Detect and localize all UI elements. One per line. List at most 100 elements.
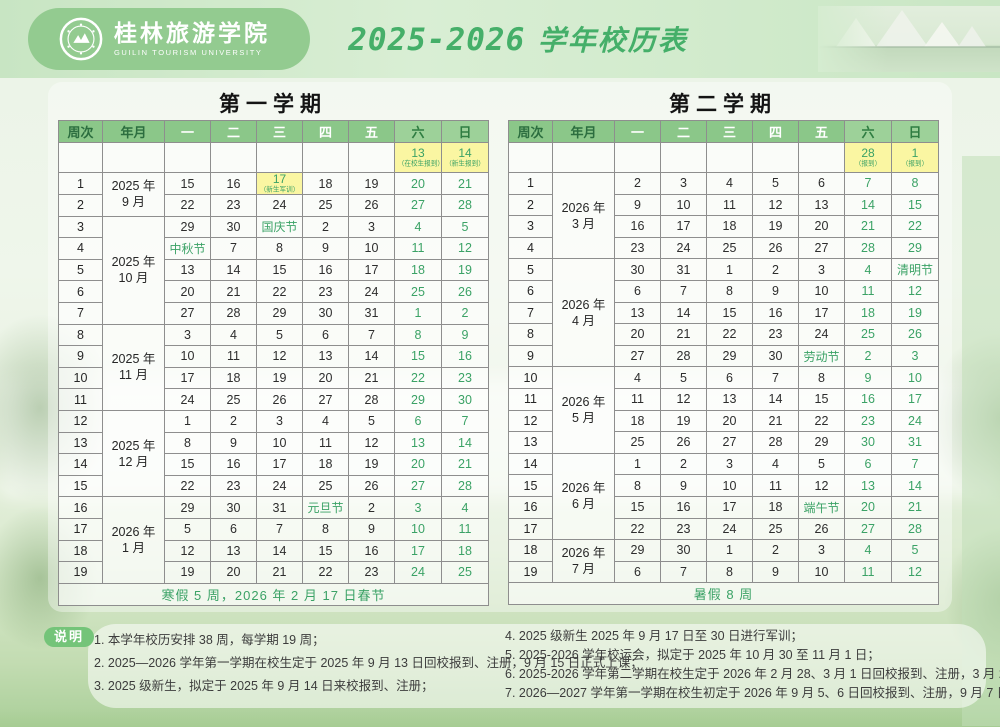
calendar-day-cell: 12: [164, 539, 211, 563]
calendar-day-cell: 1: [394, 301, 442, 325]
calendar-day-cell: 16: [210, 453, 257, 476]
day-header: 五: [798, 120, 845, 143]
calendar-day-cell: 23: [844, 409, 892, 433]
calendar-day-cell: 12: [798, 474, 845, 497]
calendar-day-cell: 5: [164, 517, 211, 541]
calendar-day-cell: 4: [302, 409, 349, 433]
week-number-cell: 17: [508, 517, 553, 541]
calendar-day-cell: 28: [891, 517, 939, 541]
table-header-row: 周次 年月一二三四五六日: [508, 120, 939, 143]
calendar-day-cell: 29: [798, 431, 845, 454]
calendar-day-cell: 15: [164, 453, 211, 476]
festival-label: 劳动节: [803, 349, 840, 364]
calendar-day-cell: 25: [210, 388, 257, 411]
calendar-day-cell: 29: [164, 215, 211, 239]
calendar-day-cell: 4: [441, 496, 489, 519]
calendar-day-cell: 27: [844, 517, 892, 541]
festival-label: 国庆节: [261, 220, 298, 235]
week-number-cell: 10: [58, 366, 103, 390]
calendar-day-cell: 1: [706, 258, 753, 281]
calendar-day-cell: 22: [798, 409, 845, 433]
calendar-day-cell: 9: [441, 323, 489, 347]
calendar-day-cell: 17: [256, 453, 303, 476]
calendar-day-cell: 12: [441, 237, 489, 260]
calendar-day-cell: 9: [614, 193, 661, 217]
week-number-cell: 15: [508, 474, 553, 497]
calendar-day-cell: 5: [660, 366, 707, 389]
week-number-cell: 7: [58, 301, 103, 325]
calendar-week-row: 7 27 28 29 30 31 1 2: [58, 301, 489, 325]
week-column-header: 周次: [508, 120, 553, 143]
calendar-day-cell: 18: [844, 301, 892, 325]
calendar-day-cell: 6: [844, 452, 892, 476]
calendar-day-cell: 24: [394, 561, 442, 584]
calendar-day-cell: 11: [706, 193, 753, 217]
semester2-title: 第二学期: [669, 92, 777, 116]
day-header: 一: [164, 120, 211, 143]
week-number-cell: 13: [58, 431, 103, 455]
calendar-day-cell: 28: [348, 388, 395, 411]
calendar-day-cell: 5: [752, 172, 799, 195]
calendar-day-cell: 21: [660, 323, 707, 346]
calendar-day-cell: 22: [891, 215, 939, 238]
calendar-day-cell: 31: [348, 301, 395, 325]
month-column-header: 年月: [552, 120, 615, 143]
calendar-day-cell: 24: [660, 236, 707, 260]
calendar-day-cell: 14: [441, 431, 489, 455]
calendar-day-cell: 30: [210, 496, 257, 519]
calendar-day-cell: 23: [302, 280, 349, 303]
week-number-cell: 12: [508, 409, 553, 433]
calendar-day-cell: [752, 142, 799, 173]
calendar-day-cell: 2: [752, 539, 799, 562]
calendar-day-cell: 31: [891, 431, 939, 454]
day-header: 二: [210, 120, 257, 143]
note-line: 4. 2025 级新生 2025 年 9 月 17 日至 30 日进行军训；: [505, 629, 804, 643]
calendar-day-cell: 28: [660, 344, 707, 368]
week-number-cell: 6: [58, 280, 103, 303]
calendar-day-cell: 2: [441, 301, 489, 325]
calendar-day-cell: 27: [706, 431, 753, 454]
festival-label: 中秋节: [169, 241, 206, 256]
header-banner: 桂林旅游学院 GUILIN TOURISM UNIVERSITY 2025-20…: [0, 0, 1000, 78]
calendar-day-cell: 7: [660, 279, 707, 303]
page-title-years: 2025-2026: [348, 22, 526, 58]
calendar-day-cell: 30: [752, 344, 799, 368]
note-line: 7. 2026—2027 学年第一学期在校生初定于 2026 年 9 月 5、6…: [505, 686, 1000, 700]
calendar-day-cell: 18: [706, 215, 753, 238]
calendar-day-cell: 26: [348, 474, 395, 498]
calendar-week-row: 15 8 9 10 11 12 13 14: [508, 474, 939, 497]
festival-label: 清明节: [896, 263, 933, 278]
calendar-day-cell: 6: [302, 323, 349, 347]
calendar-day-cell: 4: [706, 172, 753, 195]
calendar-day-cell: 25: [441, 561, 489, 584]
note-line: 1. 本学年校历安排 38 周，每学期 19 周；: [94, 633, 325, 647]
calendar-day-cell: 27: [164, 301, 211, 325]
calendar-day-cell: 14: [256, 539, 303, 563]
calendar-day-cell: 24: [256, 474, 303, 498]
calendar-day-cell: 10: [348, 237, 395, 260]
calendar-week-row: 4 中秋节 7 8 9 10 11 12: [58, 237, 489, 260]
calendar-day-cell: 3: [891, 344, 939, 368]
calendar-day-cell: 2: [210, 409, 257, 433]
week-number-cell: 19: [58, 561, 103, 584]
calendar-day-cell: 26: [660, 431, 707, 454]
calendar-day-cell: 25: [614, 431, 661, 454]
calendar-day-cell: 3: [348, 215, 395, 239]
calendar-day-cell: 16: [660, 495, 707, 519]
calendar-day-cell: [256, 142, 303, 173]
day-header: 三: [256, 120, 303, 143]
calendar-day-cell: 7: [891, 452, 939, 476]
calendar-day-cell: 14: [752, 387, 799, 411]
calendar-day-cell: 18: [302, 453, 349, 476]
calendar-week-row: 16 15 16 17 18 端午节 20 21: [508, 495, 939, 519]
calendar-day-cell: 5: [348, 409, 395, 433]
calendar-week-row: 11 24 25 26 27 28 29 30: [58, 388, 489, 411]
calendar-day-cell: 8: [256, 237, 303, 260]
calendar-week-row: 5 13 14 15 16 17 18 19: [58, 258, 489, 282]
day-header: 日: [441, 120, 489, 143]
calendar-day-cell: 13: [394, 431, 442, 455]
week-number-cell: 3: [58, 215, 103, 239]
background-grass: [0, 708, 1000, 727]
